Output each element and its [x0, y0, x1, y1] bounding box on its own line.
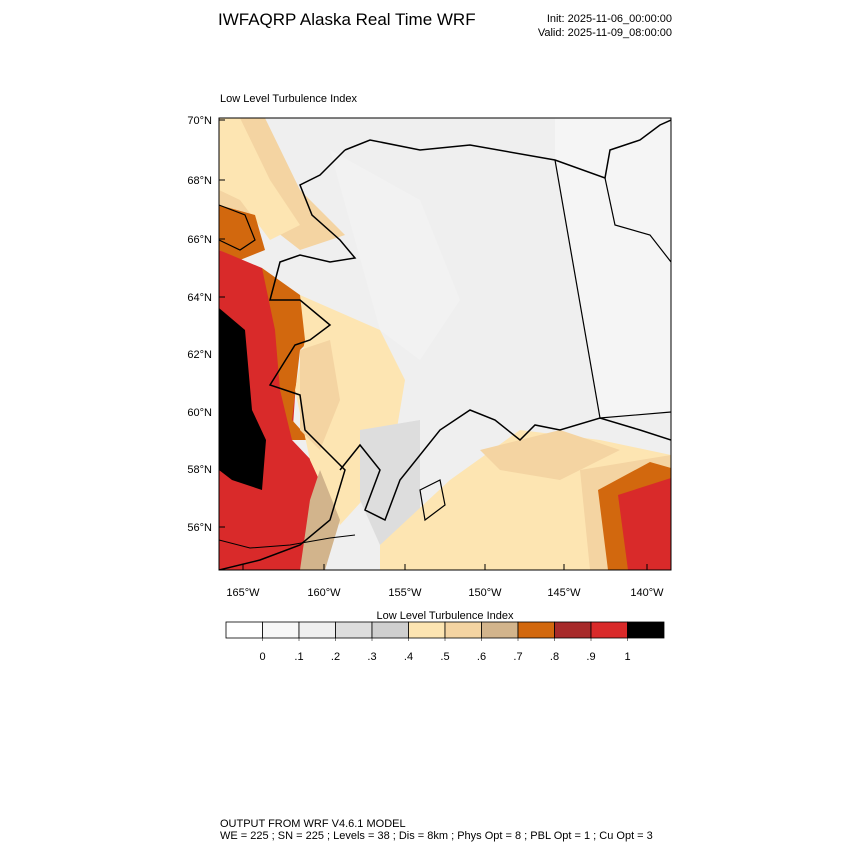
colorbar-box [262, 621, 300, 639]
plot-label: Low Level Turbulence Index [220, 93, 357, 105]
colorbar-label: .3 [367, 651, 376, 663]
footer-line: WE = 225 ; SN = 225 ; Levels = 38 ; Dis … [220, 830, 653, 842]
title: IWFAQRP Alaska Real Time WRF [218, 10, 476, 29]
colorbar-box [335, 621, 373, 639]
lat-label: 70°N [187, 115, 212, 127]
lon-label: 165°W [226, 587, 260, 599]
lon-label: 145°W [547, 587, 581, 599]
map-frame [218, 117, 672, 571]
colorbar-box [554, 621, 592, 639]
colorbar-title: Low Level Turbulence Index [377, 610, 514, 622]
colorbar-box [371, 621, 409, 639]
colorbar-label: .2 [331, 651, 340, 663]
valid-time: Valid: 2025-11-09_08:00:00 [538, 27, 672, 39]
colorbar-box [590, 621, 628, 639]
init-time: Init: 2025-11-06_00:00:00 [547, 13, 672, 25]
colorbar-label: .1 [294, 651, 303, 663]
lat-label: 58°N [187, 464, 212, 476]
lat-label: 68°N [187, 175, 212, 187]
colorbar-box [481, 621, 519, 639]
lat-label: 64°N [187, 292, 212, 304]
colorbar-box [298, 621, 336, 639]
lat-label: 62°N [187, 349, 212, 361]
colorbar-label: 1 [624, 651, 630, 663]
colorbar-box [627, 621, 665, 639]
map-field [219, 118, 671, 570]
colorbar-box [225, 621, 263, 639]
lat-label: 66°N [187, 234, 212, 246]
colorbar-label: .5 [440, 651, 449, 663]
colorbar-box [408, 621, 446, 639]
colorbar-label: .9 [586, 651, 595, 663]
lon-label: 160°W [307, 587, 341, 599]
lon-label: 155°W [388, 587, 422, 599]
lat-label: 56°N [187, 522, 212, 534]
lon-label: 150°W [468, 587, 502, 599]
colorbar-label: .8 [550, 651, 559, 663]
lon-label: 140°W [630, 587, 664, 599]
colorbar-box [444, 621, 482, 639]
colorbar-label: .4 [404, 651, 413, 663]
lat-label: 60°N [187, 407, 212, 419]
colorbar-box [517, 621, 555, 639]
colorbar-label: .7 [513, 651, 522, 663]
footer-line: OUTPUT FROM WRF V4.6.1 MODEL [220, 818, 406, 830]
colorbar-label: 0 [259, 651, 265, 663]
colorbar-label: .6 [477, 651, 486, 663]
